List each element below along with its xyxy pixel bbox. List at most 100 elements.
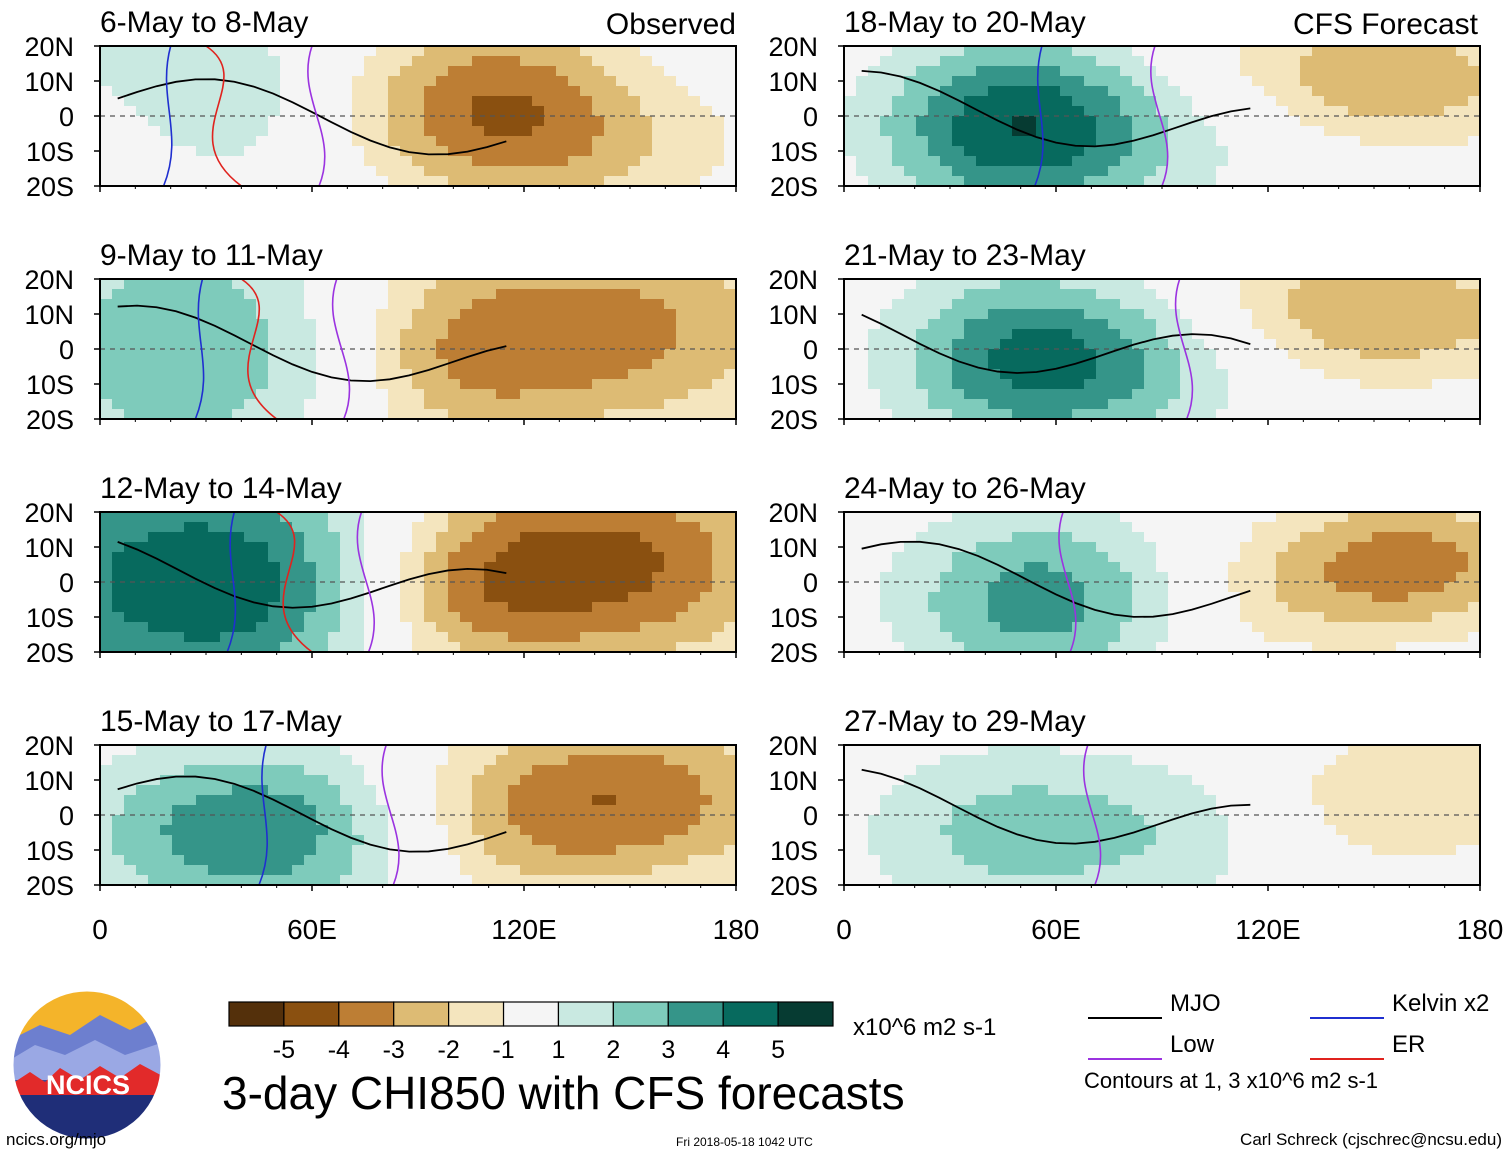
field-cell <box>904 399 917 410</box>
field-cell <box>1120 66 1133 77</box>
field-cell <box>316 389 329 400</box>
field-cell <box>376 76 389 87</box>
field-cell <box>568 795 581 806</box>
field-cell <box>196 845 209 856</box>
field-cell <box>604 805 617 816</box>
field-cell <box>856 339 869 350</box>
field-cell <box>1276 106 1289 117</box>
field-cell <box>544 329 557 340</box>
field-cell <box>472 46 485 57</box>
field-cell <box>148 815 161 826</box>
field-cell <box>892 522 905 533</box>
field-cell <box>496 785 509 796</box>
field-cell <box>1264 66 1277 77</box>
field-cell <box>928 56 941 67</box>
field-cell <box>1300 379 1313 390</box>
field-cell <box>388 855 401 866</box>
field-cell <box>1240 329 1253 340</box>
field-cell <box>388 592 401 603</box>
field-cell <box>352 369 365 380</box>
field-cell <box>208 56 221 67</box>
field-cell <box>292 522 305 533</box>
field-cell <box>1012 176 1025 187</box>
field-cell <box>1180 512 1193 523</box>
field-cell <box>1396 379 1409 390</box>
field-cell <box>1384 339 1397 350</box>
field-cell <box>724 156 737 167</box>
field-cell <box>532 136 545 147</box>
field-cell <box>304 299 317 310</box>
field-cell <box>1336 136 1349 147</box>
field-cell <box>868 46 881 57</box>
field-cell <box>268 775 281 786</box>
field-cell <box>1120 46 1133 57</box>
field-cell <box>640 795 653 806</box>
field-cell <box>1192 146 1205 157</box>
field-cell <box>856 279 869 290</box>
field-cell <box>1036 166 1049 177</box>
field-cell <box>1336 542 1349 553</box>
field-cell <box>1324 349 1337 360</box>
field-cell <box>460 66 473 77</box>
field-cell <box>196 86 209 97</box>
field-cell <box>580 86 593 97</box>
field-cell <box>1192 409 1205 420</box>
field-cell <box>1060 156 1073 167</box>
field-cell <box>1228 299 1241 310</box>
field-cell <box>1168 309 1181 320</box>
y-tick-label: 10N <box>24 766 74 796</box>
field-cell <box>100 592 113 603</box>
field-cell <box>208 865 221 876</box>
field-cell <box>664 116 677 127</box>
field-cell <box>904 522 917 533</box>
field-cell <box>1060 76 1073 87</box>
field-cell <box>520 156 533 167</box>
field-cell <box>592 745 605 756</box>
field-cell <box>1180 359 1193 370</box>
y-tick-label: 0 <box>803 102 818 132</box>
field-cell <box>436 865 449 876</box>
field-cell <box>1456 339 1469 350</box>
field-cell <box>328 86 341 97</box>
field-cell <box>544 582 557 593</box>
field-cell <box>1144 379 1157 390</box>
field-cell <box>976 136 989 147</box>
field-cell <box>436 785 449 796</box>
field-cell <box>124 309 137 320</box>
field-cell <box>472 56 485 67</box>
field-cell <box>1420 176 1433 187</box>
field-cell <box>460 632 473 643</box>
field-cell <box>436 289 449 300</box>
field-cell <box>1144 329 1157 340</box>
field-cell <box>256 126 269 137</box>
field-cell <box>376 86 389 97</box>
field-cell <box>1252 562 1265 573</box>
field-cell <box>400 552 413 563</box>
field-cell <box>856 289 869 300</box>
field-cell <box>868 279 881 290</box>
field-cell <box>220 369 233 380</box>
field-cell <box>400 835 413 846</box>
field-cell <box>1204 299 1217 310</box>
field-cell <box>676 379 689 390</box>
field-cell <box>328 116 341 127</box>
field-cell <box>148 176 161 187</box>
field-cell <box>952 399 965 410</box>
field-cell <box>136 835 149 846</box>
field-cell <box>376 805 389 816</box>
field-cell <box>1096 389 1109 400</box>
field-cell <box>1240 279 1253 290</box>
field-cell <box>1408 319 1421 330</box>
field-cell <box>580 299 593 310</box>
field-cell <box>724 309 737 320</box>
field-cell <box>184 126 197 137</box>
field-cell <box>172 562 185 573</box>
field-cell <box>1240 319 1253 330</box>
field-cell <box>436 835 449 846</box>
field-cell <box>1336 156 1349 167</box>
field-cell <box>304 146 317 157</box>
field-cell <box>616 855 629 866</box>
field-cell <box>1084 379 1097 390</box>
field-cell <box>124 795 137 806</box>
field-cell <box>1324 289 1337 300</box>
